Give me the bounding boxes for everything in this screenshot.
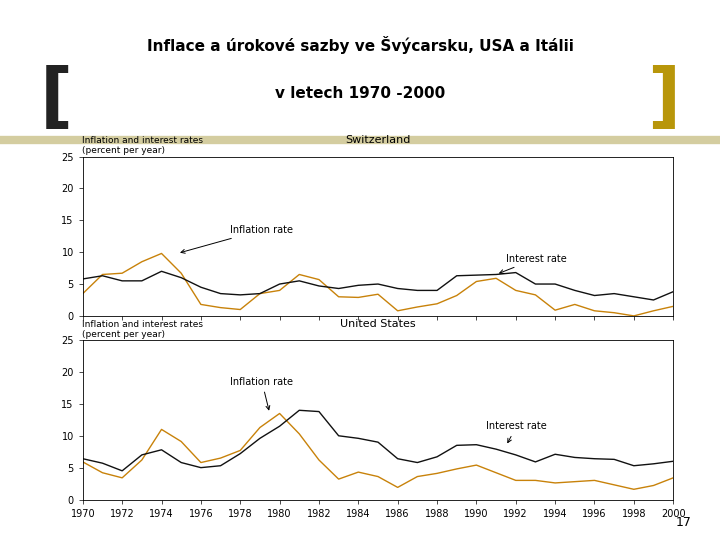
Text: Inflation and interest rates: Inflation and interest rates xyxy=(82,137,203,145)
Text: Inflation and interest rates: Inflation and interest rates xyxy=(82,320,203,329)
Text: [: [ xyxy=(40,65,73,134)
Text: Inflation rate: Inflation rate xyxy=(230,376,294,410)
Text: (percent per year): (percent per year) xyxy=(82,146,165,155)
Text: Interest rate: Interest rate xyxy=(500,254,567,273)
Text: Switzerland: Switzerland xyxy=(346,136,410,145)
Text: Inflace a úrokové sazby ve Švýcarsku, USA a Itálii: Inflace a úrokové sazby ve Švýcarsku, US… xyxy=(147,36,573,54)
Text: Interest rate: Interest rate xyxy=(486,421,547,443)
Text: v letech 1970 -2000: v letech 1970 -2000 xyxy=(275,86,445,102)
Text: (percent per year): (percent per year) xyxy=(82,329,165,339)
Text: 17: 17 xyxy=(675,516,691,529)
Text: ]: ] xyxy=(647,65,680,134)
Text: United States: United States xyxy=(340,319,416,329)
Text: Inflation rate: Inflation rate xyxy=(181,225,294,253)
